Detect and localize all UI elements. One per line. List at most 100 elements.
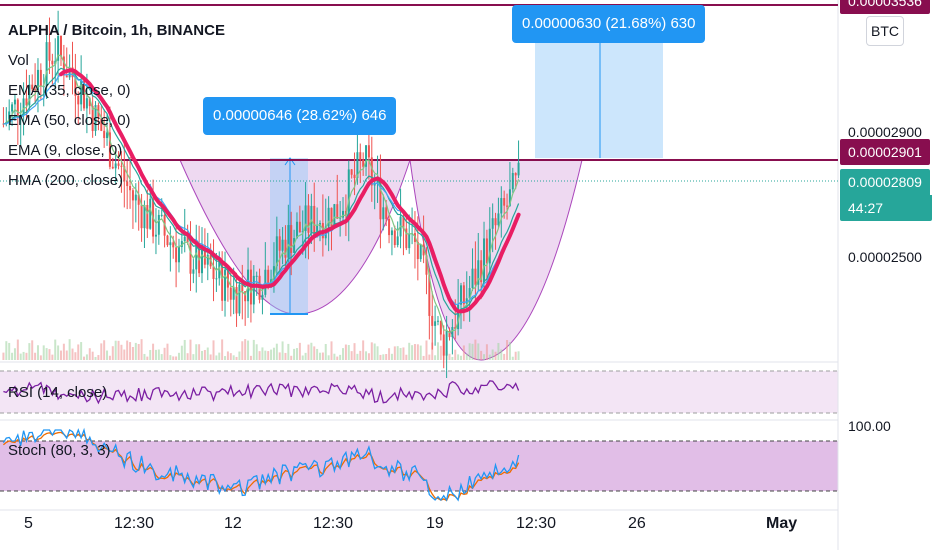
volume-bar bbox=[261, 347, 264, 360]
candle-body bbox=[255, 275, 258, 277]
candle-body bbox=[494, 218, 497, 226]
volume-bar bbox=[462, 345, 465, 360]
candle-body bbox=[154, 234, 157, 237]
candle-body bbox=[356, 152, 359, 179]
candle-body bbox=[517, 162, 520, 176]
volume-bar bbox=[448, 353, 451, 360]
rsi-level-100: 100.00 bbox=[848, 418, 891, 434]
candle-body bbox=[131, 190, 134, 201]
stoch-pane-label[interactable]: Stoch (80, 3, 3) bbox=[8, 442, 111, 459]
candle-body bbox=[500, 198, 503, 214]
volume-bar bbox=[350, 351, 353, 360]
candle-body bbox=[180, 241, 183, 247]
candle-body bbox=[59, 35, 62, 57]
measure-label-2: 0.00000630 (21.68%) 630 bbox=[512, 5, 706, 43]
candle-body bbox=[379, 177, 382, 220]
volume-bar bbox=[226, 351, 229, 360]
volume-bar bbox=[287, 343, 290, 360]
candle-body bbox=[103, 130, 106, 139]
candle-body bbox=[198, 242, 201, 274]
volume-bar bbox=[347, 345, 350, 360]
legend-ema-50[interactable]: EMA (50, close, 0) bbox=[8, 112, 131, 129]
volume-bar bbox=[284, 352, 287, 360]
volume-bar bbox=[474, 339, 477, 360]
volume-bar bbox=[327, 355, 330, 360]
candle-body bbox=[238, 284, 241, 314]
volume-bar bbox=[94, 356, 97, 360]
candle-body bbox=[146, 205, 149, 229]
volume-bar bbox=[370, 342, 373, 360]
candle-body bbox=[183, 236, 186, 242]
candle-body bbox=[62, 56, 65, 76]
symbol-title: ALPHA / Bitcoin, 1h, BINANCE bbox=[8, 22, 225, 39]
volume-bar bbox=[80, 342, 83, 360]
rsi-pane-label[interactable]: RSI (14, close) bbox=[8, 384, 108, 401]
volume-bar bbox=[488, 354, 491, 360]
candle-body bbox=[235, 287, 238, 314]
legend-vol[interactable]: Vol bbox=[8, 52, 29, 69]
time-label: 5 bbox=[24, 515, 33, 532]
volume-bar bbox=[143, 353, 146, 360]
volume-bar bbox=[201, 350, 204, 360]
volume-bar bbox=[146, 356, 149, 360]
volume-bar bbox=[483, 354, 486, 360]
candle-body bbox=[206, 254, 209, 265]
volume-bar bbox=[413, 344, 416, 360]
hma-200-line bbox=[59, 68, 521, 314]
volume-bar bbox=[514, 351, 517, 360]
candle-body bbox=[365, 145, 368, 167]
volume-bar bbox=[13, 348, 16, 360]
volume-bar bbox=[140, 339, 143, 360]
candle-body bbox=[419, 244, 422, 260]
measure-box-2 bbox=[535, 42, 663, 158]
volume-bar bbox=[416, 344, 419, 360]
candle-body bbox=[177, 246, 180, 263]
volume-bar bbox=[120, 344, 123, 360]
volume-bar bbox=[189, 339, 192, 360]
volume-bar bbox=[2, 352, 5, 360]
volume-bar bbox=[356, 353, 359, 360]
candle-body bbox=[483, 238, 486, 283]
volume-bar bbox=[106, 350, 109, 360]
volume-bar bbox=[77, 344, 80, 360]
volume-bar bbox=[100, 343, 103, 360]
volume-bar bbox=[103, 340, 106, 360]
volume-bar bbox=[114, 340, 117, 360]
resistance-tag: 0.00002901 bbox=[840, 139, 930, 165]
volume-bar bbox=[388, 348, 391, 360]
candle-body bbox=[80, 80, 83, 105]
volume-bar bbox=[517, 351, 520, 360]
candle-body bbox=[203, 244, 206, 265]
price-level-2900: 0.00002900 bbox=[848, 124, 922, 140]
volume-bar bbox=[494, 351, 497, 360]
candle-body bbox=[448, 331, 451, 338]
candle-body bbox=[468, 288, 471, 299]
legend-ema-35[interactable]: EMA (35, close, 0) bbox=[8, 82, 131, 99]
volume-bar bbox=[42, 345, 45, 360]
volume-bar bbox=[313, 346, 316, 360]
candle-body bbox=[123, 166, 126, 182]
volume-bar bbox=[376, 346, 379, 360]
candle-body bbox=[298, 221, 301, 233]
legend-hma-200[interactable]: HMA (200, close) bbox=[8, 172, 124, 189]
legend-ema-9[interactable]: EMA (9, close, 0) bbox=[8, 142, 123, 159]
candle-body bbox=[370, 157, 373, 186]
volume-bar bbox=[362, 340, 365, 360]
candle-body bbox=[287, 225, 290, 258]
candle-body bbox=[471, 268, 474, 289]
volume-bar bbox=[235, 356, 238, 360]
candle-body bbox=[511, 173, 514, 190]
candle-body bbox=[416, 241, 419, 260]
candle-body bbox=[34, 89, 37, 91]
volume-bar bbox=[301, 355, 304, 360]
volume-bar bbox=[500, 349, 503, 360]
currency-button[interactable]: BTC bbox=[866, 16, 904, 46]
volume-bar bbox=[8, 342, 11, 360]
volume-bar bbox=[83, 356, 86, 360]
candle-body bbox=[186, 236, 189, 243]
volume-bar bbox=[71, 348, 74, 360]
candle-body bbox=[485, 238, 488, 264]
candle-body bbox=[100, 118, 103, 131]
volume-bar bbox=[183, 339, 186, 360]
